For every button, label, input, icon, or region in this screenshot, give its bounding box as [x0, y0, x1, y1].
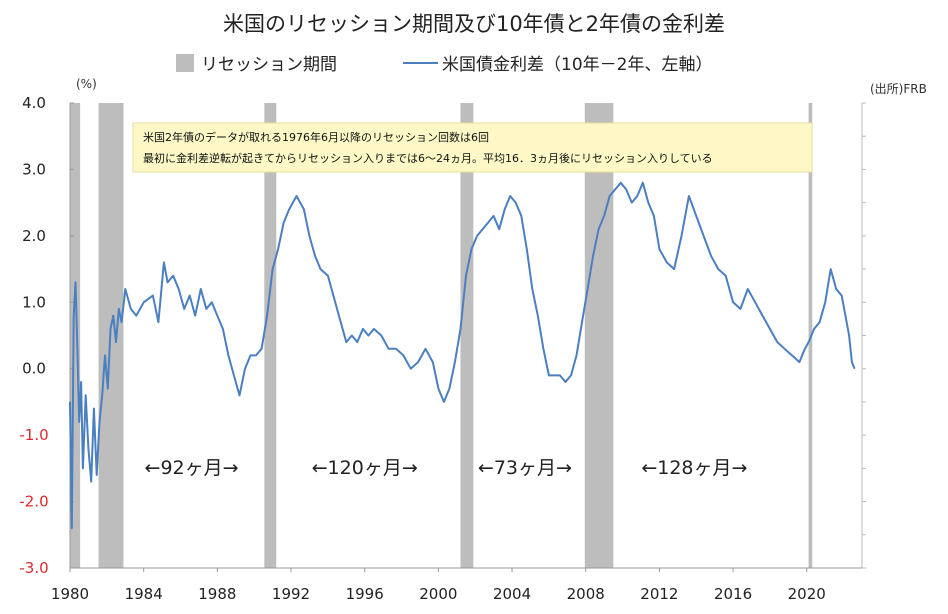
x-axis-ticks: 1980 1984 1988 1992 1996 2000 2004 2008 2012 2016… [51, 568, 826, 603]
annotation-box: 米国2年債のデータが取れる1976年6月以降のリセッション回数は6回 最初に金利… [132, 122, 813, 173]
x-tick-label-6: 2004 [493, 585, 531, 603]
y-axis-ticks: 4.0 3.0 2.0 1.0 0.0 -1.0 -2.0 -3.0 [19, 94, 74, 577]
period-label-2: ←73ヶ月→ [478, 457, 572, 479]
recession-band-3 [460, 103, 474, 568]
chart-title: 米国のリセッション期間及び10年債と2年債の金利差 [223, 12, 725, 36]
recession-band-2 [264, 103, 277, 568]
recession-band-4 [584, 103, 614, 568]
annotation-line-1: 米国2年債のデータが取れる1976年6月以降のリセッション回数は6回 [143, 130, 489, 144]
y-tick-label-3: 1.0 [22, 293, 46, 311]
y-tick-label-1: 3.0 [22, 160, 46, 178]
y-tick-label-4: 0.0 [22, 360, 46, 378]
source-label: (出所)FRB [870, 82, 927, 96]
x-tick-label-10: 2020 [788, 585, 826, 603]
y-unit-label: (%) [76, 77, 97, 91]
y-tick-label-6: -2.0 [19, 493, 48, 511]
legend-label-recession: リセッション期間 [201, 55, 337, 75]
x-tick-label-1: 1984 [125, 585, 163, 603]
y-tick-label-0: 4.0 [22, 94, 46, 112]
legend: リセッション期間 米国債金利差（10年－2年、左軸） [176, 54, 712, 75]
period-labels: ←92ヶ月→ ←120ヶ月→ ←73ヶ月→ ←128ヶ月→ [145, 457, 748, 479]
x-tick-label-2: 1988 [198, 585, 236, 603]
annotation-background [132, 122, 813, 173]
x-tick-label-0: 1980 [51, 585, 89, 603]
x-tick-label-9: 2016 [714, 585, 752, 603]
recession-band-0 [70, 103, 81, 568]
y-tick-label-7: -3.0 [19, 559, 48, 577]
x-tick-label-4: 1996 [346, 585, 384, 603]
x-tick-label-5: 2000 [419, 585, 457, 603]
series-line-spread [69, 181, 856, 530]
y-tick-label-2: 2.0 [22, 227, 46, 245]
recession-bands [70, 103, 813, 568]
period-label-3: ←128ヶ月→ [641, 457, 747, 479]
x-tick-label-7: 2008 [567, 585, 605, 603]
y-tick-label-5: -1.0 [19, 426, 48, 444]
x-tick-label-3: 1992 [272, 585, 310, 603]
period-label-0: ←92ヶ月→ [145, 457, 239, 479]
legend-swatch-recession [176, 54, 194, 72]
right-axis-ticks [862, 102, 866, 569]
period-label-1: ←120ヶ月→ [312, 457, 418, 479]
annotation-line-2: 最初に金利差逆転が起きてからリセッション入りまでは6〜24ヵ月。平均16．3ヵ月… [143, 151, 713, 165]
x-tick-label-8: 2012 [640, 585, 678, 603]
legend-label-spread: 米国債金利差（10年－2年、左軸） [442, 55, 712, 75]
